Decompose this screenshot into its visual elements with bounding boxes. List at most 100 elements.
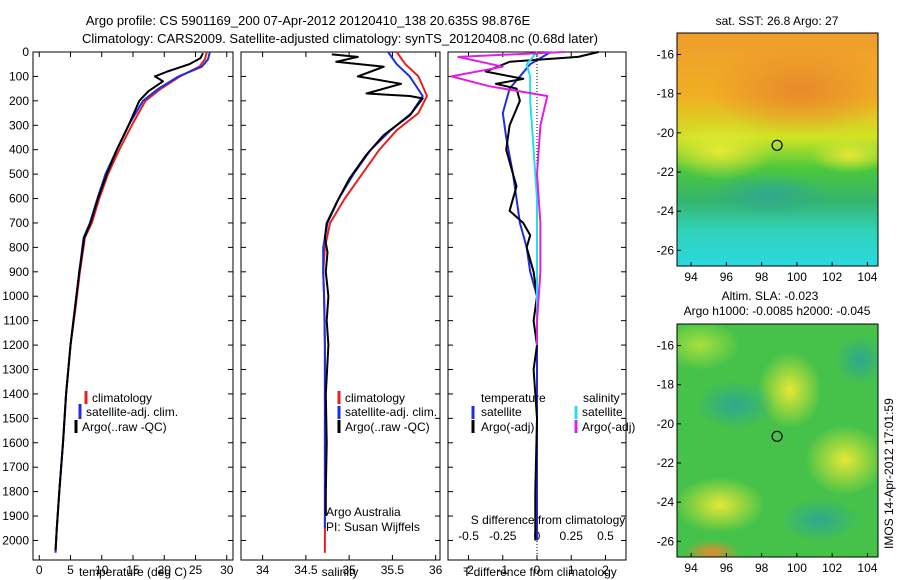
y-tick-label: 1600 [2, 436, 29, 450]
x-tick-label: -1 [497, 563, 508, 577]
s-tick-label: -0.25 [489, 529, 517, 543]
y-tick-label: 400 [9, 143, 29, 157]
title-line-1: Argo profile: CS 5901169_200 07-Apr-2012… [86, 13, 531, 28]
x-tick-label: 35 [342, 563, 356, 577]
y-tick-label: 700 [9, 216, 29, 230]
s-tick-label: -0.5 [458, 529, 479, 543]
map-x-tick-label: 104 [857, 270, 877, 284]
sla-low-patch [780, 498, 860, 542]
legend-label: climatology [92, 391, 152, 405]
x-tick-label: 34.5 [294, 563, 318, 577]
temperature-xlabel: temperature (deg C) [79, 565, 187, 579]
map-x-tick-label: 94 [684, 561, 698, 575]
y-tick-label: 0 [22, 45, 29, 59]
y-tick-label: 1000 [2, 289, 29, 303]
sst-map-frame [676, 32, 879, 267]
y-tick-label: 1200 [2, 338, 29, 352]
map-y-tick-label: -24 [657, 204, 675, 218]
map-x-tick-label: 100 [787, 270, 807, 284]
map-y-tick-label: -26 [657, 243, 675, 257]
legend-title-salinity: salinity [583, 391, 620, 405]
side-stamp: IMOS 14-Apr-2012 17:01:59 [882, 398, 896, 549]
map-x-tick-label: 98 [755, 270, 769, 284]
y-tick-label: 1500 [2, 411, 29, 425]
sla-high-patch [677, 477, 765, 533]
difference-xlabel: T difference from climatology [463, 565, 617, 579]
salinity-axes: 34 34.5 35 35.5 36 [241, 51, 443, 577]
x-tick-label: 20 [158, 563, 172, 577]
y-tick-label: 1700 [2, 460, 29, 474]
argo-location-marker [771, 139, 783, 151]
map-y-tick-label: -18 [657, 378, 675, 392]
x-tick-label: 1 [568, 563, 575, 577]
map-y-tick-label: -16 [657, 339, 675, 353]
series-line-t-satellite [501, 51, 552, 541]
legend-label: Argo(-adj) [481, 420, 534, 434]
sst-yellow-patch [677, 120, 775, 180]
y-tick-label: 1400 [2, 387, 29, 401]
legend-label: climatology [345, 391, 405, 405]
x-tick-label: 10 [95, 563, 109, 577]
y-tick-label: 2000 [2, 533, 29, 547]
map-x-tick-label: 102 [822, 561, 842, 575]
sla-map-title-1: Altim. SLA: -0.023 [722, 289, 819, 303]
temperature-legend: climatology satellite-adj. clim. Argo(..… [74, 391, 178, 434]
salinity-annotation-line-1: Argo Australia [326, 505, 401, 519]
sla-peak-patch [684, 540, 740, 557]
sst-warm-patch [710, 45, 878, 135]
map-y-tick-label: -22 [657, 456, 675, 470]
legend-label: Argo(..raw -QC) [345, 420, 430, 434]
series-line-climatology [54, 51, 208, 553]
sla-high-patch [677, 324, 740, 370]
map-y-tick-label: -22 [657, 165, 675, 179]
sla-high-patch [805, 425, 878, 495]
y-tick-label: 1900 [2, 509, 29, 523]
series-line-argo-raw-qc- [323, 53, 424, 516]
x-tick-label: 0 [36, 563, 43, 577]
x-tick-label: 35.5 [381, 563, 405, 577]
y-tick-label: 200 [9, 94, 29, 108]
map-x-tick-label: 96 [720, 561, 734, 575]
map-y-tick-label: -20 [657, 126, 675, 140]
x-tick-label: 0 [534, 563, 541, 577]
y-tick-label: 1800 [2, 485, 29, 499]
salinity-panel [240, 51, 441, 561]
difference-legend: temperature satellite Argo(-adj) salinit… [471, 391, 635, 434]
title-line-2: Climatology: CARS2009. Satellite-adjuste… [82, 31, 598, 46]
sst-map-title: sat. SST: 26.8 Argo: 27 [716, 14, 839, 28]
map-x-tick-label: 94 [684, 270, 698, 284]
sla-low-patch [695, 380, 775, 430]
legend-label: Argo(..raw -QC) [82, 420, 167, 434]
map-x-tick-label: 96 [720, 270, 734, 284]
y-tick-label: 300 [9, 118, 29, 132]
salinity-xlabel: salinity [322, 565, 359, 579]
map-x-tick-label: 98 [755, 561, 769, 575]
series-line-climatology [322, 51, 428, 553]
legend-label: satellite [481, 405, 522, 419]
map-y-tick-label: -24 [657, 495, 675, 509]
map-x-tick-label: 104 [857, 561, 877, 575]
y-tick-label: 900 [9, 265, 29, 279]
series-line-s-satellite [525, 51, 538, 346]
sst-green-patch [710, 173, 830, 217]
y-tick-label: 100 [9, 69, 29, 83]
series-line-t-argo-adj- [484, 51, 599, 541]
temperature-panel [32, 51, 234, 561]
salinity-annotation-line-2: PI: Susan Wijffels [326, 520, 420, 534]
map-x-tick-label: 102 [822, 270, 842, 284]
y-tick-label: 1100 [3, 314, 29, 328]
s-tick-label: 0.25 [560, 529, 584, 543]
temperature-axes: 0 5 10 15 20 25 300100200300400500600700800900… [2, 45, 233, 577]
series-line-satellite-adj-clim- [54, 51, 211, 553]
x-tick-label: 5 [67, 563, 74, 577]
sla-map-axes: 94 96 98 100 102 104 -16 -18 -20 -22 -24 -26 [657, 339, 878, 575]
difference-xlabel-top: S difference from climatology [471, 513, 626, 527]
sla-map-frame [676, 323, 879, 558]
profile-lines [54, 51, 599, 553]
x-tick-label: -2 [463, 563, 474, 577]
legend-label: satellite [582, 405, 623, 419]
x-tick-label: 30 [220, 563, 234, 577]
y-tick-label: 1300 [2, 363, 29, 377]
series-line-argo-raw-qc- [54, 52, 204, 551]
legend-label: Argo(-adj) [582, 420, 635, 434]
